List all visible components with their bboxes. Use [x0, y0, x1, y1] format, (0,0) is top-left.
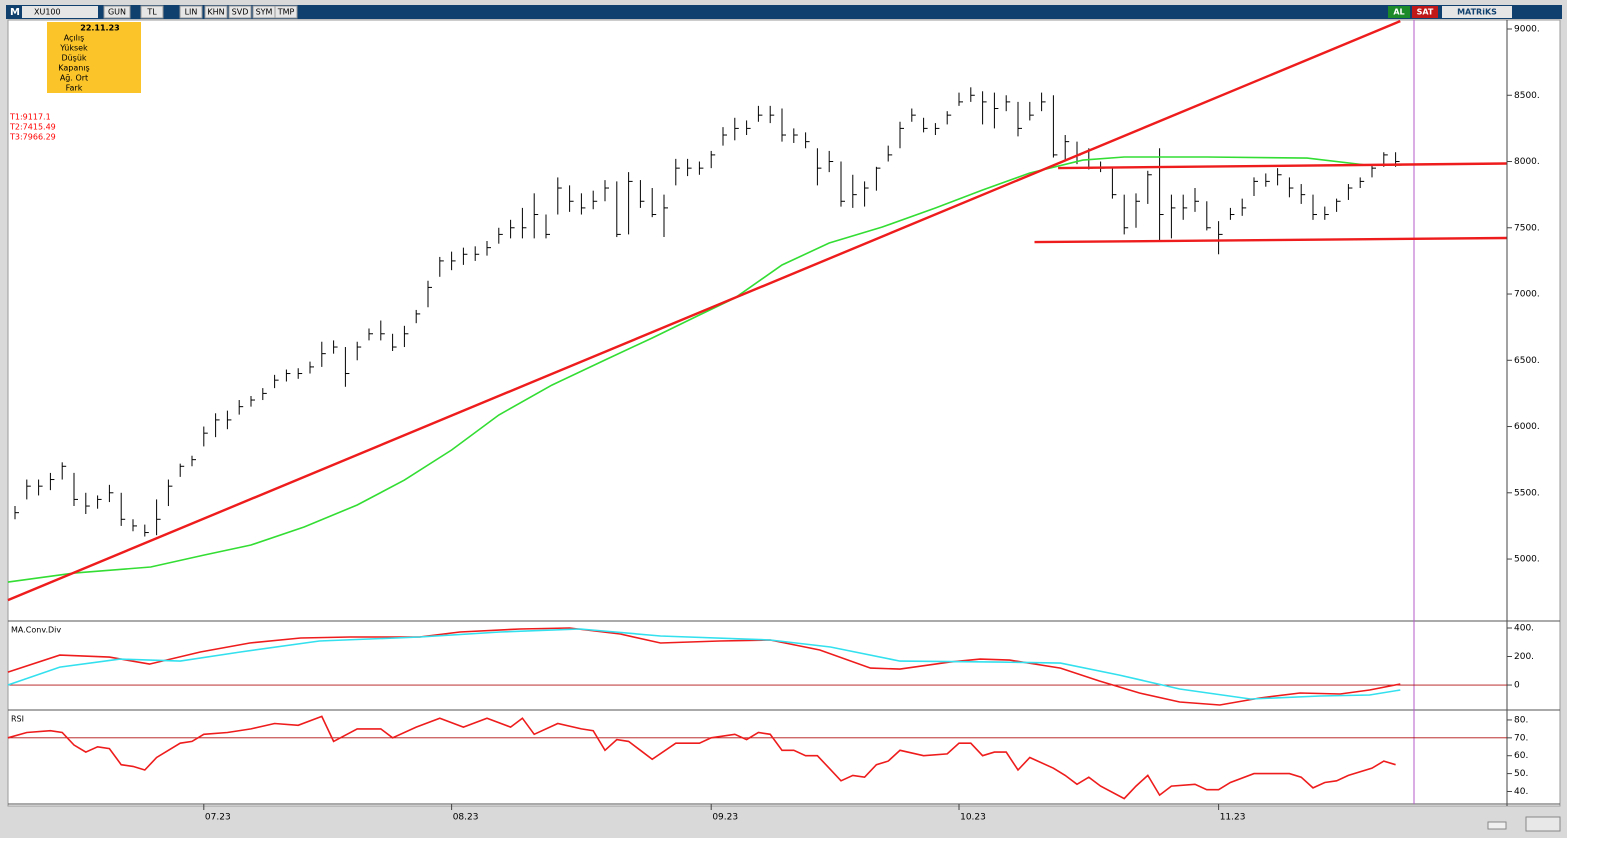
y-tick-label: 40. — [1514, 787, 1528, 797]
buy-label[interactable]: AL — [1393, 8, 1404, 17]
y-tick-label: 50. — [1514, 769, 1528, 779]
info-label: Açılış — [64, 34, 85, 43]
toolbar-button-label[interactable]: TMP — [277, 8, 295, 17]
panel-title: RSI — [11, 715, 24, 724]
x-tick-label: 10.23 — [960, 813, 986, 823]
toolbar-button[interactable] — [228, 5, 252, 19]
y-tick-label: 60. — [1514, 751, 1528, 761]
brand: MATRiKS — [1457, 8, 1497, 17]
trend-line — [1034, 236, 1507, 244]
toolbar-button-label[interactable]: SYM — [256, 8, 273, 17]
toolbar: M XU100 GUN TL LIN KHN SVD SYM TMP AL SAT MATR… — [6, 5, 1562, 19]
y-tick-label: 6500. — [1514, 356, 1540, 366]
toolbar-button[interactable] — [204, 5, 228, 19]
buttons: GUN TL LIN KHN SVD SYM TMP — [103, 5, 298, 19]
y-tick-label: 80. — [1514, 715, 1528, 725]
y-tick-label: 400. — [1514, 623, 1534, 633]
y-tick-label: 7500. — [1514, 223, 1540, 233]
y-tick-label: 9000. — [1514, 25, 1540, 35]
sell-button[interactable] — [1412, 6, 1438, 18]
sell-label[interactable]: SAT — [1417, 8, 1434, 17]
nav-buttons[interactable] — [1525, 816, 1561, 832]
annotation: T3:7966.29 — [9, 133, 56, 142]
annotation: T1:9117.1 — [9, 113, 51, 122]
indicator-line — [7, 628, 1401, 700]
y-tick-label: 70. — [1514, 733, 1528, 743]
y-tick-label: 8000. — [1514, 157, 1540, 167]
y-tick-label: 6000. — [1514, 422, 1540, 432]
info-label: Düşük — [61, 54, 86, 63]
moving-average — [7, 156, 1402, 583]
toolbar-button[interactable] — [179, 5, 203, 19]
y-tick-label: 0 — [1514, 681, 1520, 691]
scroll-thumb[interactable] — [1487, 821, 1507, 830]
toolbar-button-label[interactable]: TL — [146, 8, 157, 17]
brand-box — [1442, 6, 1512, 18]
toolbar-button-label[interactable]: GUN — [108, 8, 126, 17]
x-tick-label: 07.23 — [205, 813, 231, 823]
toolbar-bar — [6, 5, 1562, 19]
toolbar-button[interactable] — [103, 5, 131, 19]
buy-button[interactable] — [1388, 6, 1410, 18]
trend-line — [7, 19, 1401, 602]
y-tick-label: 5500. — [1514, 488, 1540, 498]
indicator-line — [7, 715, 1396, 800]
info-label: Ağ. Ort — [60, 74, 88, 83]
toolbar-button[interactable] — [140, 5, 164, 19]
symbol[interactable]: XU100 — [34, 8, 61, 17]
panel-title: MA.Conv.Div — [11, 626, 61, 635]
x-tick-label: 09.23 — [712, 813, 738, 823]
plot-area — [7, 19, 1561, 807]
info-box-bg — [47, 22, 141, 93]
y-tick-label: 8500. — [1514, 91, 1540, 101]
toolbar-button-label[interactable]: KHN — [207, 8, 224, 17]
x-tick-label: 08.23 — [453, 813, 479, 823]
info-label: Yüksek — [59, 44, 88, 53]
logo: M — [10, 7, 20, 18]
symbol-box[interactable] — [22, 6, 98, 18]
y-tick-label: 7000. — [1514, 290, 1540, 300]
toolbar-button[interactable] — [274, 5, 298, 19]
info-label: Fark — [66, 84, 83, 93]
trend-line — [1058, 162, 1507, 170]
x-tick-label: 11.23 — [1220, 813, 1246, 823]
toolbar-button-label[interactable]: SVD — [232, 8, 249, 17]
info-date: 22.11.23 — [80, 24, 119, 33]
info-label: Kapanış — [58, 64, 89, 73]
annotation: T2:7415.49 — [9, 123, 56, 132]
y-tick-label: 200. — [1514, 652, 1534, 662]
toolbar-button-label[interactable]: LIN — [185, 8, 198, 17]
indicator-line — [7, 627, 1401, 706]
y-tick-label: 5000. — [1514, 555, 1540, 565]
